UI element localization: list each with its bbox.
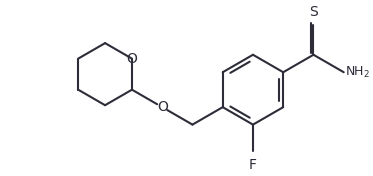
Text: O: O [157,100,167,114]
Text: NH$_2$: NH$_2$ [345,65,370,80]
Text: S: S [309,5,318,19]
Text: O: O [126,52,137,66]
Text: F: F [249,158,257,172]
